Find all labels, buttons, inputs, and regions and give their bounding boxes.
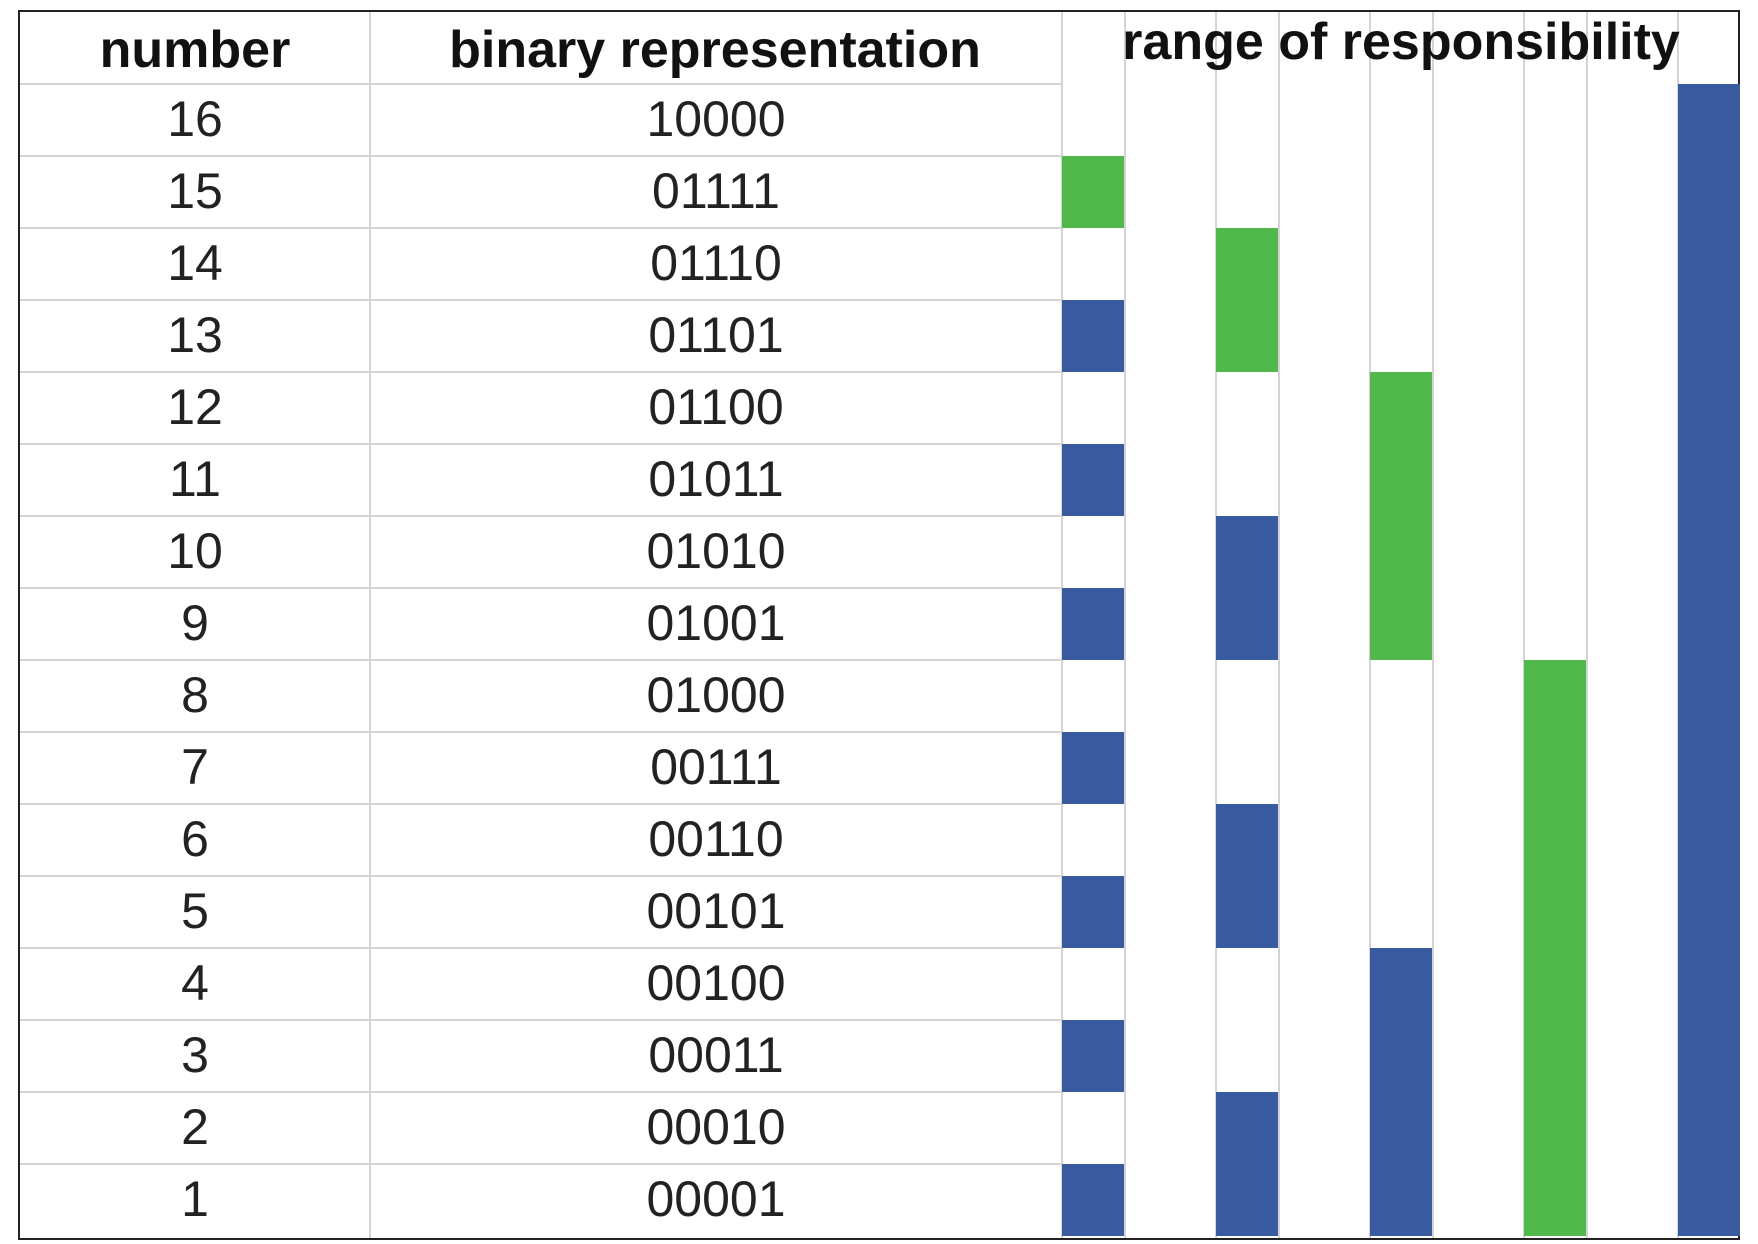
binary-cell: 10000 — [646, 91, 786, 147]
number-cell: 16 — [167, 91, 223, 147]
range-bar-10 — [1216, 516, 1278, 660]
range-bar-1 — [1062, 1164, 1124, 1236]
binary-cell: 01001 — [646, 595, 786, 651]
range-bar-8 — [1524, 660, 1586, 1236]
range-bar-6 — [1216, 804, 1278, 948]
binary-cell: 00100 — [646, 955, 786, 1011]
number-cell: 11 — [169, 451, 221, 507]
number-cell: 8 — [181, 667, 209, 723]
number-cell: 13 — [167, 307, 223, 363]
header-binary-representation: binary representation — [449, 21, 981, 79]
number-cell: 14 — [167, 235, 223, 291]
range-bar-5 — [1062, 876, 1124, 948]
range-bar-15 — [1062, 156, 1124, 228]
number-cell: 1 — [181, 1171, 209, 1227]
binary-cell: 00111 — [650, 739, 782, 795]
range-bar-9 — [1062, 588, 1124, 660]
binary-cell: 00001 — [646, 1171, 786, 1227]
binary-cell: 01011 — [648, 451, 784, 507]
binary-cell: 01010 — [646, 523, 786, 579]
number-cell: 7 — [181, 739, 209, 795]
header-range-of-responsibility: range of responsibility — [1122, 13, 1680, 71]
range-bar-14 — [1216, 228, 1278, 372]
range-bar-4 — [1370, 948, 1432, 1236]
range-bar-2 — [1216, 1092, 1278, 1236]
number-cell: 12 — [167, 379, 223, 435]
binary-cell: 01110 — [650, 235, 782, 291]
range-bar-13 — [1062, 300, 1124, 372]
number-cell: 6 — [181, 811, 209, 867]
number-cell: 10 — [167, 523, 223, 579]
table-frame — [18, 10, 1740, 1240]
number-cell: 5 — [181, 883, 209, 939]
binary-cell: 00110 — [648, 811, 784, 867]
range-bar-12 — [1370, 372, 1432, 660]
number-cell: 2 — [181, 1099, 209, 1155]
binary-cell: 01111 — [652, 163, 780, 219]
number-cell: 15 — [167, 163, 223, 219]
binary-cell: 00101 — [646, 883, 786, 939]
binary-cell: 01101 — [648, 307, 784, 363]
binary-cell: 00010 — [646, 1099, 786, 1155]
range-bar-3 — [1062, 1020, 1124, 1092]
number-cell: 9 — [181, 595, 209, 651]
range-bar-11 — [1062, 444, 1124, 516]
range-bar-16 — [1678, 84, 1740, 1236]
binary-cell: 00011 — [648, 1027, 784, 1083]
header-number: number — [99, 21, 291, 79]
number-cell: 3 — [181, 1027, 209, 1083]
binary-cell: 01000 — [646, 667, 786, 723]
range-bar-7 — [1062, 732, 1124, 804]
binary-cell: 01100 — [648, 379, 784, 435]
number-cell: 4 — [181, 955, 209, 1011]
